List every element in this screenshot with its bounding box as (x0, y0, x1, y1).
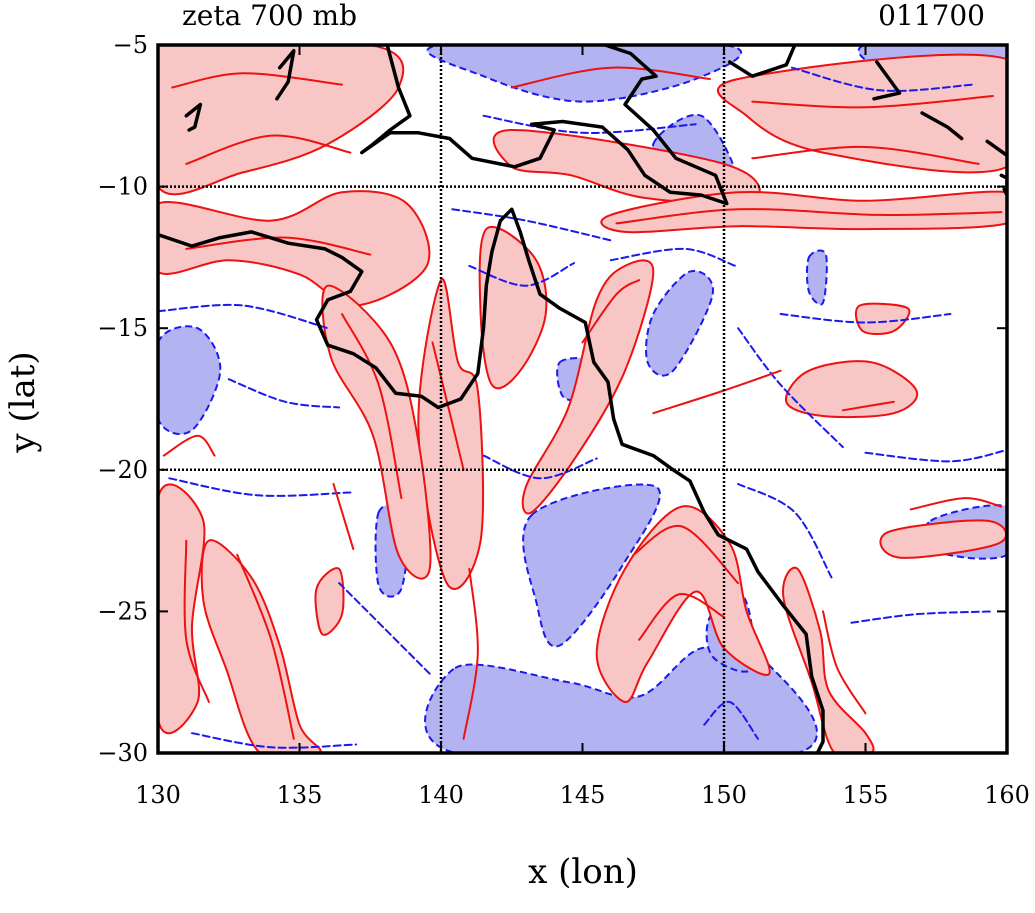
negative-vorticity-contour (850, 610, 994, 624)
positive-vorticity-contour (841, 400, 895, 412)
positive-vorticity-contour (431, 341, 465, 471)
positive-vorticity-region (158, 45, 405, 196)
coastline (727, 45, 797, 78)
plot-area (158, 45, 1007, 753)
positive-vorticity-contour (909, 497, 1003, 511)
coastline (985, 139, 1007, 158)
x-tick-label: 160 (984, 781, 1030, 809)
negative-vorticity-contour (864, 449, 1007, 463)
positive-vorticity-contour (185, 134, 352, 165)
positive-vorticity-contour (751, 145, 980, 165)
positive-vorticity-region (879, 519, 1007, 559)
negative-vorticity-contour (191, 732, 358, 749)
positive-vorticity-contour (638, 593, 725, 641)
positive-vorticity-contour (822, 610, 867, 715)
positive-vorticity-contour (615, 208, 1003, 225)
y-tick-label: −20 (97, 456, 148, 484)
negative-vorticity-contour (609, 247, 737, 267)
negative-vorticity-contour (227, 378, 341, 409)
negative-vorticity-contour (482, 454, 598, 480)
positive-vorticity-region (417, 278, 485, 591)
coastline (158, 207, 825, 753)
y-tick-label: −25 (97, 597, 148, 625)
coastline (872, 60, 902, 101)
coastline (360, 45, 729, 206)
negative-vorticity-contour (468, 262, 575, 287)
x-axis-ticks: 130 135 140 145 150 155 160 (135, 45, 1030, 809)
positive-vorticity-region (314, 567, 345, 636)
positive-vorticity-region (158, 483, 206, 735)
positive-vorticity-contour (751, 95, 994, 109)
positive-vorticity-region (158, 190, 431, 307)
negative-vorticity-region (805, 249, 828, 306)
positive-vorticity-region (595, 505, 771, 703)
positive-vorticity-contour (171, 72, 343, 89)
positive-vorticity-region (321, 284, 432, 580)
negative-vorticity-contour (737, 327, 844, 449)
negative-vorticity-region (158, 325, 222, 435)
positive-vorticity-contour (632, 525, 740, 585)
positive-vorticity-contour (236, 553, 295, 740)
negative-vorticity-contour (703, 700, 759, 740)
x-axis-label: x (lon) (528, 852, 638, 892)
x-tick-label: 145 (560, 781, 606, 809)
positive-vorticity-contour (341, 313, 403, 500)
positive-vorticity-fill-layer (158, 45, 1007, 753)
y-tick-label: −5 (113, 31, 148, 59)
negative-vorticity-contour (737, 483, 833, 579)
coastline (184, 102, 203, 132)
positive-vorticity-region (782, 566, 875, 753)
coastline (920, 111, 964, 141)
positive-vorticity-contour-layer (162, 66, 1003, 740)
map-timestamp: 011700 (878, 0, 985, 32)
coastline (275, 48, 296, 101)
x-tick-label: 140 (418, 781, 464, 809)
y-axis-label: y (lat) (3, 351, 43, 453)
negative-vorticity-region (426, 45, 743, 103)
negative-vorticity-contour (338, 582, 431, 675)
negative-vorticity-region (522, 483, 661, 648)
map-title: zeta 700 mb (182, 0, 357, 32)
positive-vorticity-contour (162, 434, 216, 457)
x-tick-label: 135 (277, 781, 323, 809)
positive-vorticity-contour (462, 567, 479, 740)
positive-vorticity-region (200, 539, 322, 753)
positive-vorticity-contour (183, 539, 210, 703)
positive-vorticity-contour (510, 66, 711, 89)
positive-vorticity-region (854, 302, 911, 336)
negative-vorticity-contour (168, 477, 352, 497)
y-tick-label: −15 (97, 314, 148, 342)
y-axis-ticks: −5 −10 −15 −20 −25 −30 (97, 31, 1007, 767)
negative-vorticity-contour (790, 66, 974, 92)
negative-vorticity-contour-layer (158, 66, 1007, 749)
positive-vorticity-contour (581, 279, 641, 344)
gridline-layer (158, 45, 1007, 753)
x-tick-label: 155 (843, 781, 889, 809)
positive-vorticity-region (521, 259, 655, 515)
positive-vorticity-contour (332, 483, 355, 551)
x-tick-label: 130 (135, 781, 181, 809)
y-tick-label: −30 (97, 739, 148, 767)
negative-vorticity-contour (482, 114, 697, 134)
negative-vorticity-region (645, 269, 714, 377)
positive-vorticity-region (716, 53, 1007, 174)
y-tick-label: −10 (97, 173, 148, 201)
negative-vorticity-contour (451, 208, 612, 242)
positive-vorticity-contour (185, 236, 372, 256)
x-tick-label: 150 (701, 781, 747, 809)
coastline-layer (158, 45, 1007, 753)
